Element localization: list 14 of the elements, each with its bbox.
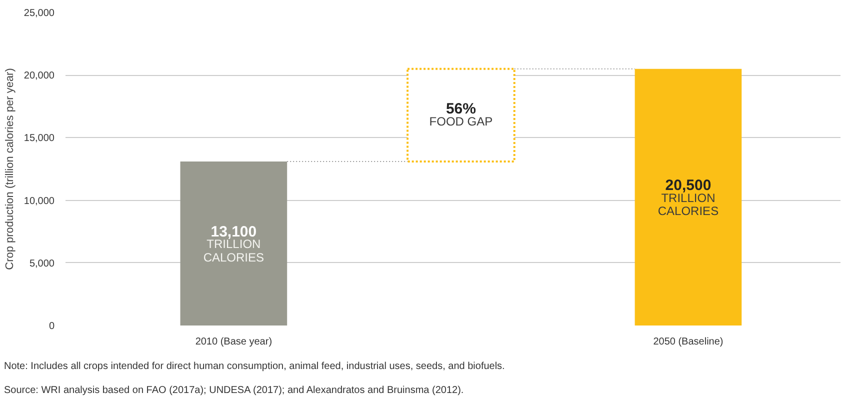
annotation: 56% FOOD GAP [429,100,493,128]
text: Note: Includes all crops intended for direct human consumption, animal feed, industrial uses, seeds, and biofuels. [4,360,505,374]
data-label: 20,500 TRILLION CALORIES [658,177,719,218]
x-tick-label: 2050 (Baseline) [653,336,724,348]
y-tick-label: 25,000 [24,8,55,19]
x-tick-label: 2010 (Base year) [195,336,272,348]
source-note: Source: WRI analysis based on FAO (2017a); UNDESA (2017); and Alexandratos and Bruinsma (2012). [4,384,464,398]
y-tick-label: 20,000 [24,70,55,82]
y-tick-label: 5,000 [29,258,55,270]
y-axis-title: Crop production (trillion calories per year) [4,68,16,270]
y-tick-label: 15,000 [24,133,55,144]
y-tick-label: 0 [48,321,55,332]
y-tick-label: 10,000 [24,196,55,207]
data-label: 13,100 TRILLION CALORIES [203,223,264,264]
